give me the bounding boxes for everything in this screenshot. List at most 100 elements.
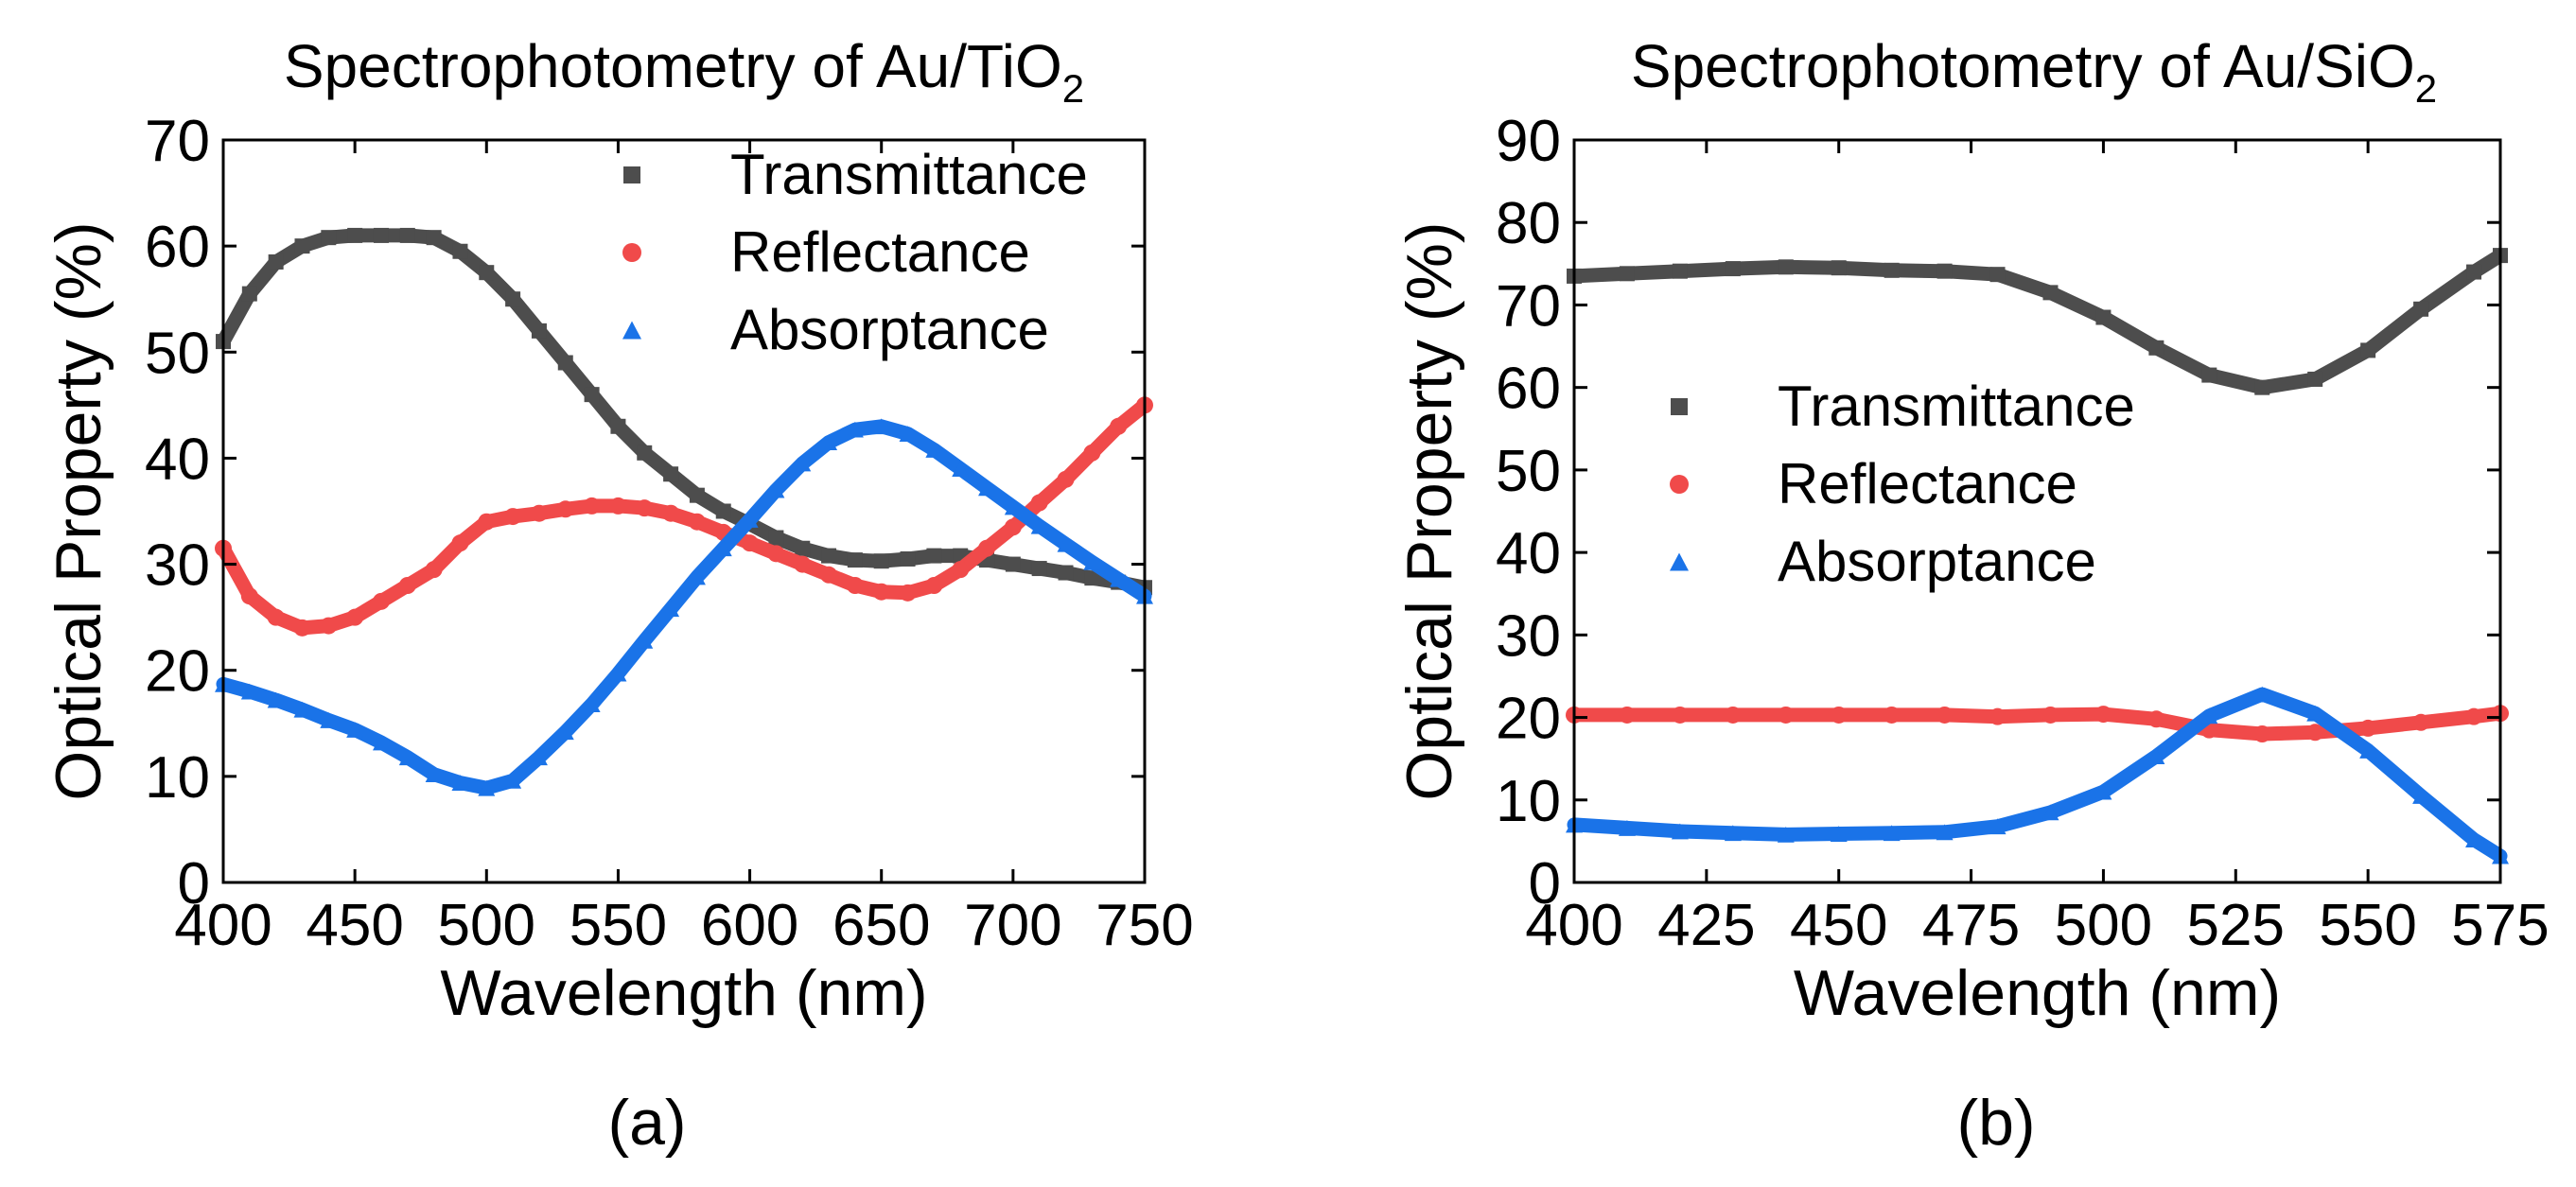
- data-point-absorptance: [1777, 827, 1795, 843]
- x-axis-label: Wavelength (nm): [1794, 957, 2281, 1029]
- y-tick-label: 10: [145, 745, 210, 811]
- chart-title: Spectrophotometry of Au/SiO2: [1631, 32, 2437, 111]
- legend-label-transmittance: Transmittance: [1778, 375, 2135, 438]
- data-point-absorptance: [2094, 783, 2112, 800]
- data-point-reflectance: [583, 497, 601, 515]
- data-point-absorptance: [978, 480, 996, 497]
- y-tick-label: 90: [1496, 109, 1561, 174]
- y-tick-label: 60: [145, 215, 210, 280]
- data-point-reflectance: [346, 608, 364, 626]
- data-point-absorptance: [688, 568, 706, 585]
- x-tick-label: 550: [2319, 893, 2416, 958]
- data-point-absorptance: [2147, 748, 2165, 764]
- chart-title-subscript: 2: [1062, 66, 1084, 111]
- y-tick-label: 30: [145, 533, 210, 599]
- data-point-reflectance: [1057, 470, 1075, 488]
- data-point-reflectance: [1989, 707, 2006, 725]
- legend-marker-transmittance: [623, 166, 640, 183]
- data-point-absorptance: [2306, 705, 2324, 722]
- data-point-absorptance: [767, 481, 785, 498]
- x-tick-label: 475: [1922, 893, 2020, 958]
- data-point-reflectance: [794, 555, 812, 573]
- data-point-absorptance: [425, 766, 443, 783]
- data-point-transmittance: [1831, 260, 1847, 276]
- y-axis: 0 10 20 30 40 50 60 70: [145, 109, 1145, 916]
- data-point-transmittance: [1672, 263, 1688, 279]
- y-axis: 0 10 20 30 40 50 60 70 80 90: [1496, 109, 2500, 916]
- y-tick-label: 60: [1496, 357, 1561, 422]
- chart-a: 400 450 500 550 600 650 700 750 0 10 20 30 40 50 60 70 W…: [43, 32, 1194, 1159]
- data-point-transmittance: [1778, 259, 1794, 275]
- data-point-absorptance: [925, 442, 943, 458]
- data-point-transmittance: [663, 466, 679, 482]
- data-point-transmittance: [2095, 309, 2112, 325]
- data-point-transmittance: [2360, 342, 2376, 358]
- data-point-absorptance: [293, 701, 311, 718]
- data-point-reflectance: [741, 534, 759, 552]
- data-point-absorptance: [2042, 804, 2059, 821]
- x-tick-label: 500: [2055, 893, 2152, 958]
- data-point-reflectance: [872, 583, 890, 601]
- y-tick-label: 20: [145, 639, 210, 705]
- data-point-transmittance: [347, 227, 363, 243]
- data-point-transmittance: [1084, 570, 1100, 586]
- data-point-reflectance: [1724, 706, 1742, 724]
- data-point-reflectance: [425, 561, 443, 579]
- data-point-transmittance: [1884, 262, 1900, 278]
- data-point-transmittance: [768, 530, 784, 546]
- data-point-transmittance: [873, 553, 889, 569]
- y-tick-label: 80: [1496, 191, 1561, 256]
- data-point-reflectance: [1777, 706, 1795, 724]
- data-point-transmittance: [531, 323, 547, 339]
- y-tick-label: 70: [1496, 273, 1561, 339]
- data-point-absorptance: [714, 540, 732, 557]
- data-point-reflectance: [451, 534, 469, 552]
- data-point-reflectance: [1671, 706, 1689, 724]
- data-point-transmittance: [2307, 371, 2323, 387]
- y-axis-label: Optical Property (%): [43, 221, 114, 800]
- chart-title: Spectrophotometry of Au/TiO2: [284, 32, 1084, 111]
- data-point-reflectance: [372, 592, 390, 610]
- data-point-transmittance: [1005, 556, 1021, 572]
- x-tick-label: 550: [570, 893, 667, 958]
- data-point-transmittance: [795, 540, 811, 556]
- data-point-transmittance: [294, 238, 310, 254]
- axes-frame: [221, 138, 1147, 884]
- data-point-reflectance: [1083, 444, 1101, 462]
- legend-marker-reflectance: [622, 243, 641, 262]
- data-point-reflectance: [2465, 707, 2483, 725]
- data-point-transmittance: [610, 418, 626, 434]
- y-tick-label: 10: [1496, 769, 1561, 834]
- data-point-transmittance: [373, 227, 389, 243]
- data-point-reflectance: [925, 577, 943, 594]
- data-point-absorptance: [530, 749, 548, 766]
- y-tick-label: 70: [145, 109, 210, 174]
- data-point-transmittance: [505, 291, 521, 307]
- data-point-transmittance: [2201, 367, 2217, 383]
- data-point-absorptance: [636, 632, 654, 649]
- data-point-absorptance: [556, 724, 574, 741]
- y-tick-label: 40: [1496, 521, 1561, 586]
- x-tick-label: 400: [174, 893, 272, 958]
- data-point-absorptance: [2200, 707, 2218, 724]
- data-point-absorptance: [267, 691, 285, 708]
- data-point-absorptance: [240, 683, 258, 700]
- data-point-transmittance: [452, 243, 468, 259]
- data-point-transmittance: [241, 286, 257, 302]
- data-point-reflectance: [530, 504, 548, 522]
- chart-b: 400 425 450 475 500 525 550 575 0 10 20 30 40 50 60 70 8…: [1393, 32, 2550, 1159]
- chart-title-main: Spectrophotometry of Au/SiO: [1631, 32, 2415, 100]
- data-point-transmittance: [2254, 379, 2270, 395]
- data-point-transmittance: [847, 552, 863, 568]
- y-tick-label: 0: [178, 851, 210, 916]
- legend-label-absorptance: Absorptance: [730, 298, 1049, 361]
- y-tick-label: 20: [1496, 687, 1561, 752]
- series-reflectance: [1566, 705, 2509, 742]
- legend: Transmittance Reflectance Absorptance: [1670, 375, 2135, 593]
- data-point-transmittance: [715, 503, 731, 519]
- data-point-reflectance: [2253, 725, 2271, 742]
- data-point-absorptance: [846, 421, 864, 438]
- x-tick-label: 525: [2187, 893, 2285, 958]
- data-point-absorptance: [2359, 742, 2377, 759]
- data-point-absorptance: [899, 426, 917, 443]
